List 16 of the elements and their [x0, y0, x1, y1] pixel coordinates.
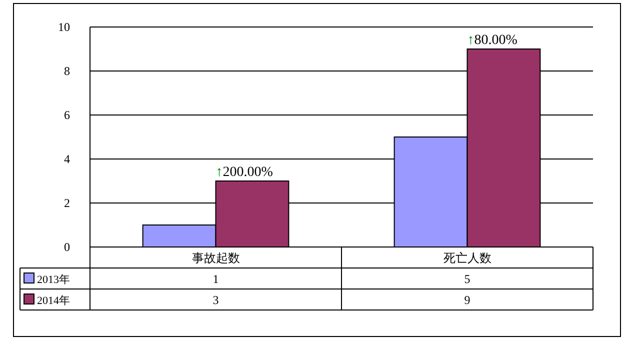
data-label: 5	[464, 272, 470, 286]
y-tick-label: 2	[64, 196, 70, 210]
legend-label: 2014年	[37, 295, 70, 307]
data-label: 9	[464, 293, 470, 307]
y-tick-label: 4	[64, 152, 70, 166]
y-tick-label: 0	[64, 240, 70, 254]
x-tick-label: 死亡人数	[443, 251, 492, 265]
annotation: ↑200.00%	[216, 165, 274, 180]
y-tick-label: 8	[64, 64, 70, 78]
y-tick-label: 10	[58, 20, 70, 34]
legend-label: 2013年	[37, 274, 70, 286]
data-label: 1	[212, 272, 219, 286]
data-label: 3	[212, 293, 219, 307]
y-tick-label: 6	[64, 108, 70, 122]
annotation: ↑80.00%	[467, 33, 518, 48]
x-tick-label: 事故起数	[192, 251, 240, 265]
